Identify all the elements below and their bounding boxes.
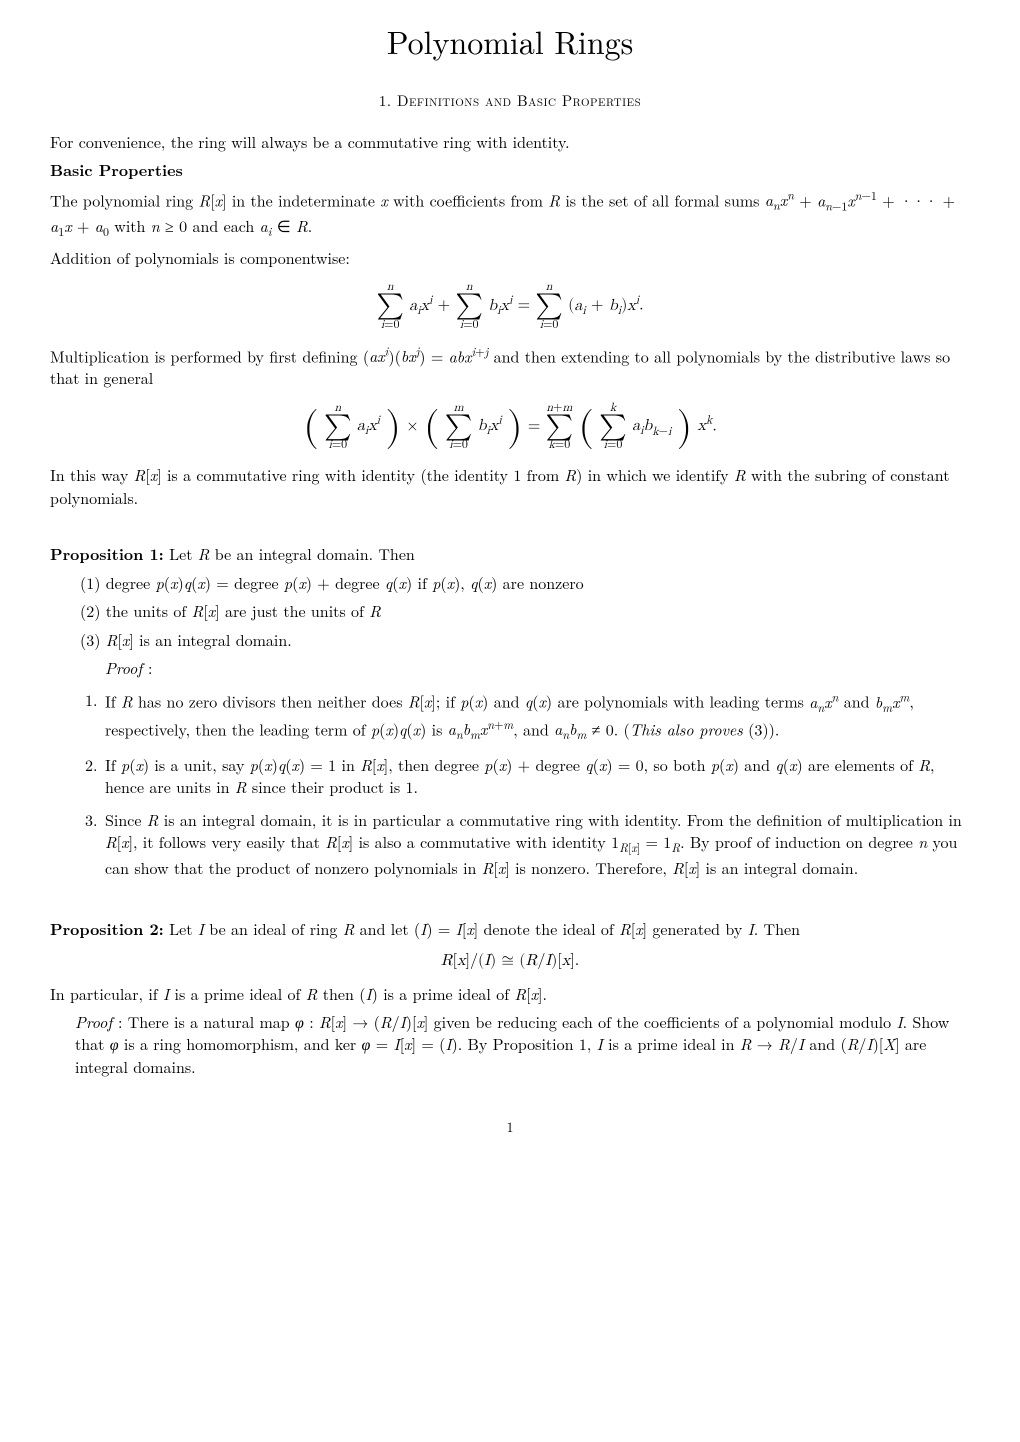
proof-1-item-3: 3. Since R is an integral domain, it is … xyxy=(105,809,970,880)
page-number: 1 xyxy=(50,1118,970,1138)
addition-formula: n∑i=0 aixi + n∑i=0 bixi = n∑i=0 (ai + bi… xyxy=(50,279,970,333)
quotient-formula: R[x]/(I) ≅ (R/I)[x]. xyxy=(50,950,970,972)
proof-1-item-2: 2. If p(x) is a unit, say p(x)q(x) = 1 i… xyxy=(105,754,970,799)
proposition-1-items: (1) degree p(x)q(x) = degree p(x) + degr… xyxy=(50,572,970,651)
prop2-proof: Proof : There is a natural map φ : R[x] … xyxy=(75,1011,970,1078)
document-title: Polynomial Rings xyxy=(50,20,970,65)
multiplication-text: Multiplication is performed by first def… xyxy=(50,344,970,390)
poly-ring-definition: The polynomial ring R[x] in the indeterm… xyxy=(50,188,970,241)
section-heading: 1. Definitions and Basic Properties xyxy=(50,90,970,111)
multiplication-formula: ( n∑i=0 aixi ) × ( m∑i=0 bixi ) = n+m∑k=… xyxy=(50,400,970,454)
prop1-item-3: (3) R[x] is an integral domain. xyxy=(80,629,970,651)
proposition-1: Proposition 1: Let R be an integral doma… xyxy=(50,543,970,565)
ring-identity-text: In this way R[x] is a commutative ring w… xyxy=(50,464,970,509)
intro-paragraph: For convenience, the ring will always be… xyxy=(50,131,970,153)
prop2-corollary: In particular, if I is a prime ideal of … xyxy=(50,983,970,1005)
prop1-item-1: (1) degree p(x)q(x) = degree p(x) + degr… xyxy=(80,572,970,594)
basic-properties-heading: Basic Properties xyxy=(50,159,970,181)
proof-1-item-1: 1. If R has no zero divisors then neithe… xyxy=(105,689,970,744)
proposition-2: Proposition 2: Let I be an ideal of ring… xyxy=(50,918,970,940)
proof-1-list: 1. If R has no zero divisors then neithe… xyxy=(50,689,970,879)
addition-text: Addition of polynomials is componentwise… xyxy=(50,247,970,269)
proof-label-1: Proof : xyxy=(105,657,970,679)
prop1-item-2: (2) the units of R[x] are just the units… xyxy=(80,600,970,622)
